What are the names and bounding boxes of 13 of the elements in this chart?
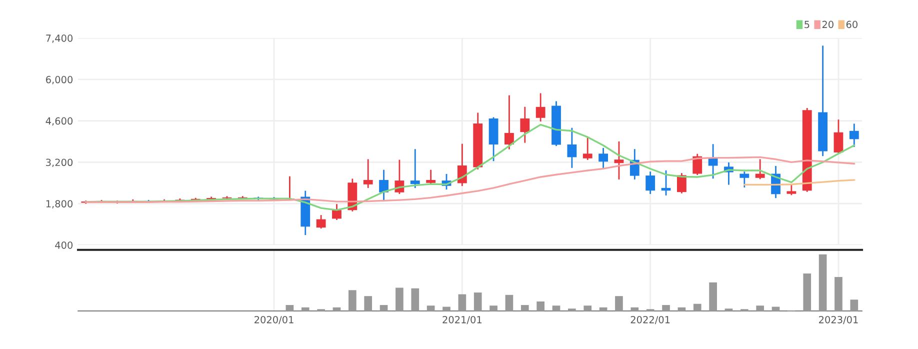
y-tick-label: 3,200: [46, 158, 73, 168]
y-tick-label: 6,000: [46, 76, 73, 84]
y-tick-label: 7,400: [46, 34, 73, 43]
x-tick-label: 2021/01: [442, 316, 482, 324]
y-tick-label: 400: [55, 241, 73, 249]
x-tick-label: 2020/01: [254, 316, 294, 324]
y-tick-label: 4,600: [46, 117, 73, 126]
legend-label: 60: [846, 20, 858, 28]
legend-label: 5: [804, 20, 810, 28]
y-tick-label: 1,800: [46, 200, 73, 208]
x-tick-label: 2023/01: [819, 316, 858, 324]
x-tick-label: 2022/01: [630, 316, 670, 324]
legend-label: 20: [822, 20, 834, 28]
